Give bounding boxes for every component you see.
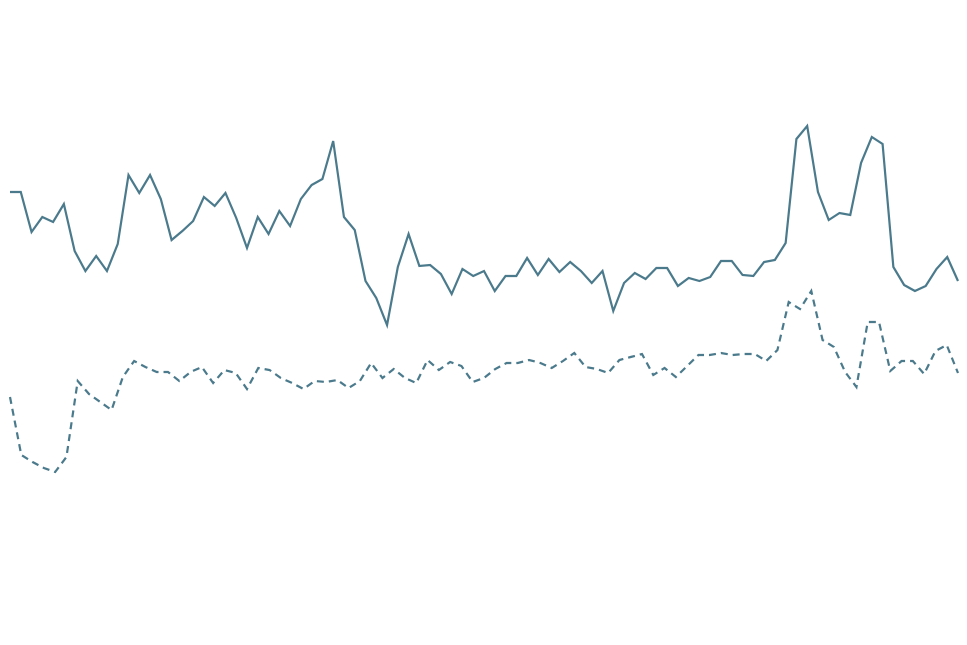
series-line-2 [8, 288, 960, 474]
series-layer [8, 123, 960, 474]
series-line-1 [10, 123, 960, 329]
